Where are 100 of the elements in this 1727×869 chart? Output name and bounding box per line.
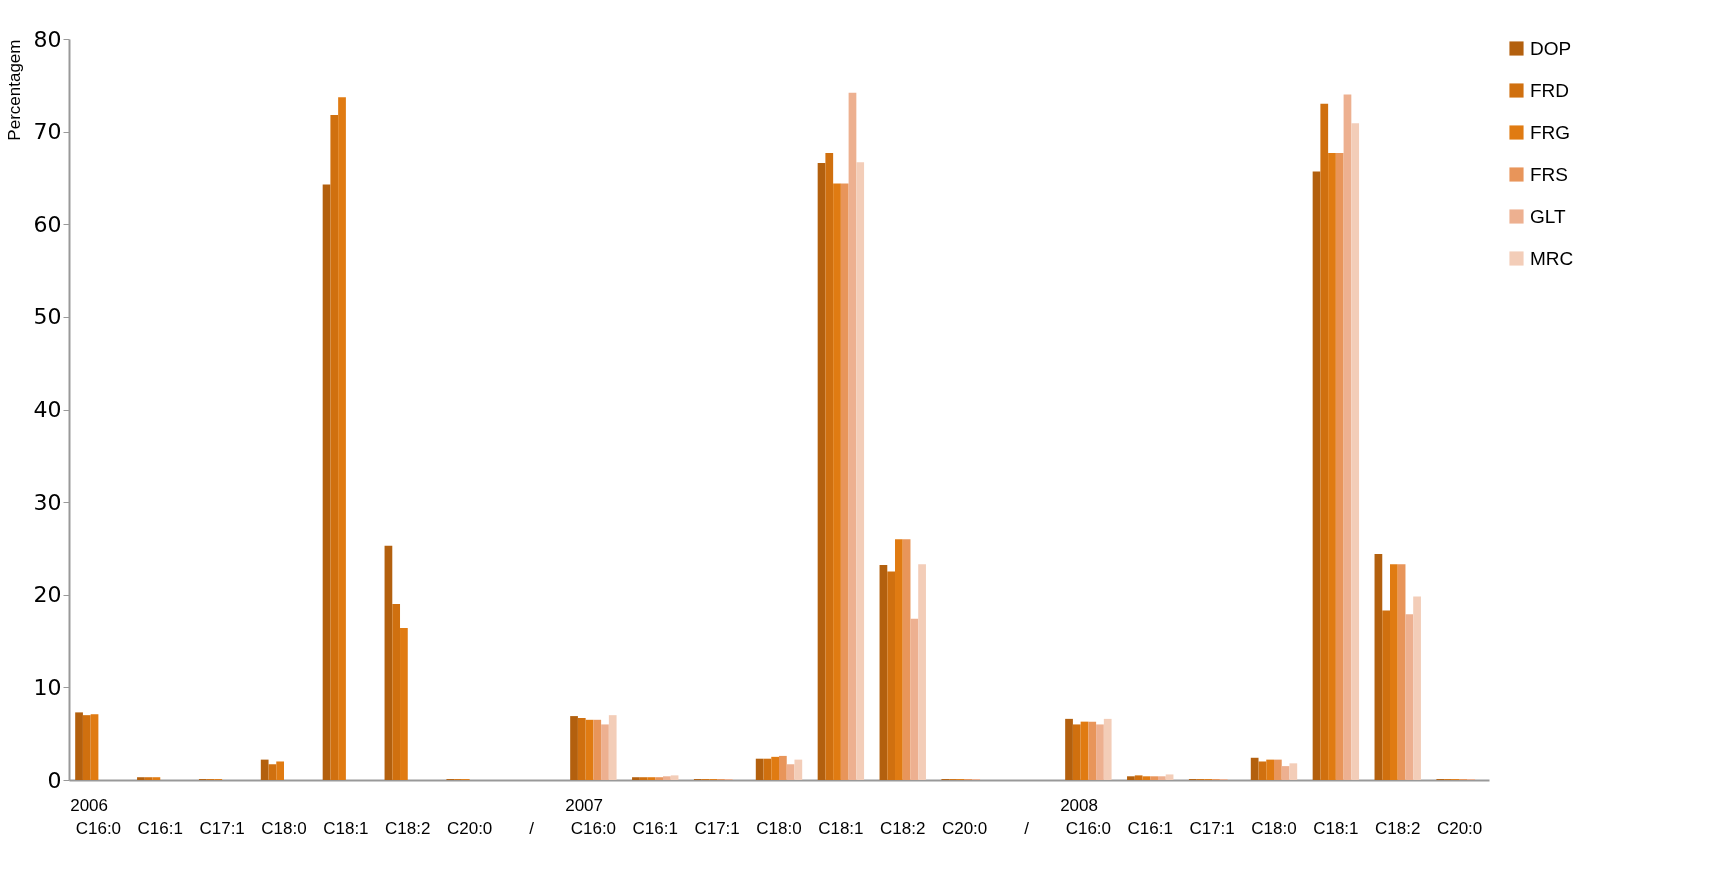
bar (384, 545, 393, 780)
bar (647, 777, 656, 780)
bar (794, 759, 803, 780)
bar (90, 714, 99, 780)
bar (1328, 152, 1336, 780)
legend-label: FRS (1530, 163, 1568, 185)
legend-label: FRD (1530, 79, 1570, 101)
bar (1335, 152, 1344, 780)
bar (771, 756, 779, 780)
bar (1150, 776, 1158, 780)
bar (608, 715, 617, 780)
bar (392, 604, 401, 780)
bar (879, 565, 888, 780)
x-tick-label: C18:1 (323, 818, 369, 838)
bar (1080, 721, 1089, 780)
y-tick-label: 70 (33, 119, 62, 145)
bar (1065, 718, 1073, 780)
y-tick-label: 20 (33, 582, 62, 608)
bar (1351, 123, 1360, 780)
bar (152, 777, 161, 780)
y-tick-label: 10 (33, 674, 62, 700)
y-tick-label: 80 (33, 26, 62, 52)
bar (639, 777, 648, 780)
bar (330, 114, 339, 780)
bar (755, 758, 764, 780)
bar (632, 777, 640, 780)
bar (1127, 776, 1135, 780)
x-tick-label: C18:0 (261, 818, 307, 838)
x-tick-label: C18:1 (1313, 818, 1359, 838)
bar (1343, 94, 1352, 780)
x-tick-label: / (1024, 818, 1030, 838)
y-tick-label: 50 (33, 304, 62, 330)
x-tick-label: C20:0 (941, 818, 988, 838)
x-tick-label: C18:0 (1251, 818, 1297, 838)
bar (1103, 718, 1112, 780)
x-tick-label: C16:0 (570, 818, 617, 838)
bar (585, 719, 594, 780)
bar (593, 719, 602, 780)
x-tick-label: / (529, 818, 535, 838)
legend-label: DOP (1530, 37, 1572, 59)
bar (322, 184, 331, 780)
y-axis-title: Percentagem (4, 39, 24, 141)
bar (887, 571, 896, 780)
x-tick-label: C17:1 (199, 818, 245, 838)
bar (1320, 103, 1329, 780)
bar (1142, 776, 1151, 780)
legend-label: FRG (1530, 121, 1571, 143)
bar (144, 777, 153, 780)
x-tick-label: C16:0 (1065, 818, 1112, 838)
bar (1072, 724, 1081, 780)
x-tick-label: C20:0 (1436, 818, 1483, 838)
bar (779, 755, 787, 780)
bar (276, 761, 285, 780)
bar (1250, 757, 1259, 780)
bar (570, 716, 578, 780)
bar (1312, 171, 1321, 780)
bar (856, 162, 865, 780)
bar (1134, 775, 1143, 780)
x-tick-label: C17:1 (1189, 818, 1235, 838)
bar (1273, 759, 1282, 780)
bar (1157, 776, 1166, 780)
bar (825, 152, 834, 780)
bar (833, 183, 841, 780)
text: 2006 (70, 796, 109, 815)
x-tick-label: C17:1 (694, 818, 740, 838)
y-tick-label: 40 (33, 397, 62, 422)
bar (848, 92, 857, 780)
x-tick-label: C18:2 (385, 818, 431, 838)
bar (601, 724, 609, 780)
y-tick-label: 0 (47, 767, 62, 793)
text: 2008 (1060, 796, 1098, 815)
bar (1390, 564, 1398, 780)
y-tick-label: 60 (33, 211, 62, 237)
bar (840, 183, 849, 780)
bar (1382, 610, 1390, 780)
x-tick-label: C18:2 (880, 818, 926, 838)
bar (817, 163, 826, 780)
bar (137, 777, 145, 780)
x-tick-label: C18:0 (756, 818, 802, 838)
bar (1413, 596, 1421, 780)
bar (1266, 759, 1274, 780)
bar (786, 764, 795, 780)
bar (260, 759, 269, 780)
y-tick-label: 30 (33, 489, 62, 515)
x-tick-label: C16:1 (632, 818, 678, 838)
x-tick-label: C20:0 (446, 818, 493, 838)
bar (1289, 763, 1298, 780)
bar (1258, 761, 1267, 780)
bar (910, 618, 919, 780)
bar (1281, 766, 1290, 780)
bar (1165, 774, 1174, 780)
x-tick-label: C16:1 (1127, 818, 1173, 838)
x-tick-label: C18:2 (1375, 818, 1421, 838)
bar (1088, 721, 1097, 780)
x-tick-label: C16:0 (75, 818, 122, 838)
legend-label: MRC (1530, 247, 1574, 269)
bar (1374, 554, 1383, 780)
bar (577, 717, 586, 780)
bar (662, 776, 671, 780)
bar (75, 712, 83, 780)
